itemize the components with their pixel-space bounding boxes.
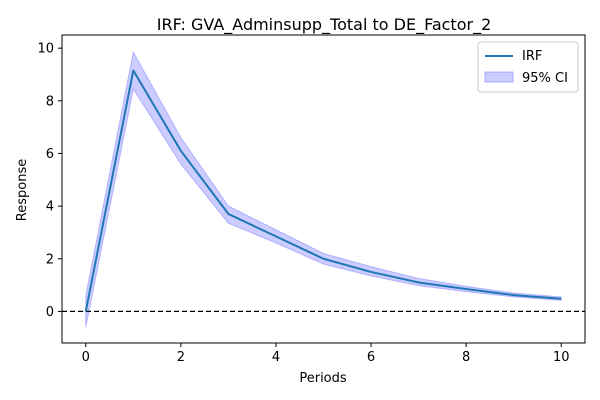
y-tick-label: 8 [46,94,54,109]
y-tick-label: 10 [37,42,54,57]
x-tick-label: 8 [462,350,470,365]
legend-irf-label: IRF [522,49,542,64]
y-tick-label: 6 [46,147,54,162]
x-tick-label: 10 [553,350,570,365]
legend-box [477,41,579,93]
x-tick-label: 0 [82,350,90,365]
axes: 0 2 4 6 8 10 0 2 4 6 8 10 [37,42,569,365]
x-axis-label: Periods [299,371,347,386]
ci-band [85,50,562,328]
x-tick-label: 4 [272,350,280,365]
irf-series-line [84,69,562,312]
plot-area [62,50,585,328]
legend: IRF 95% CI [477,41,579,93]
axes-frame [61,34,586,344]
legend-ci-label: 95% CI [522,71,568,86]
chart-title: IRF: GVA_Adminsupp_Total to DE_Factor_2 [157,15,492,35]
y-tick-label: 0 [46,305,54,320]
y-axis-label: Response [15,159,30,221]
x-tick-label: 2 [177,350,185,365]
legend-ci-patch [484,71,514,83]
y-tick-label: 4 [46,200,54,215]
x-tick-label: 6 [367,350,375,365]
y-tick-label: 2 [46,252,54,267]
